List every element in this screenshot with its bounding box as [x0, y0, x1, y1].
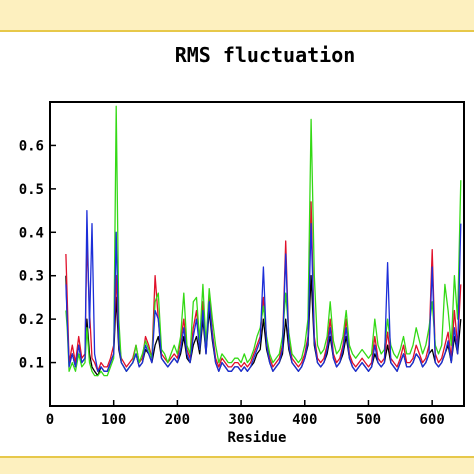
x-tick-label: 300: [228, 412, 253, 428]
x-axis-label: Residue: [227, 430, 286, 446]
x-tick-label: 600: [420, 412, 445, 428]
x-tick-label: 400: [292, 412, 317, 428]
series-line-3: [65, 105, 462, 377]
y-tick-label: 0.3: [19, 269, 44, 285]
y-tick-label: 0.1: [19, 356, 44, 372]
rms-fluctuation-chart: RMS fluctuation 0 100 200 300 400 500 600 0.1 0.…: [19, 43, 465, 446]
chart-panel: RMS fluctuation 0 100 200 300 400 500 600 0.1 0.…: [0, 30, 474, 458]
y-tick-label: 0.2: [19, 312, 44, 328]
chart-title: RMS fluctuation: [175, 43, 356, 67]
x-tick-label: 0: [46, 412, 54, 428]
x-tick-label: 200: [165, 412, 190, 428]
y-tick-label: 0.4: [19, 225, 44, 241]
plot-series-group: [65, 105, 462, 377]
y-tick-label: 0.6: [19, 138, 44, 154]
x-tick-label: 500: [356, 412, 381, 428]
plot-frame: [49, 101, 465, 407]
x-tick-label: 100: [101, 412, 126, 428]
series-line-4: [65, 209, 462, 372]
axes-ticks-group: 0 100 200 300 400 500 600 0.1 0.2 0.3 0.4 0.5 0.6: [19, 138, 445, 428]
series-line-2: [65, 201, 462, 372]
y-tick-label: 0.5: [19, 182, 44, 198]
